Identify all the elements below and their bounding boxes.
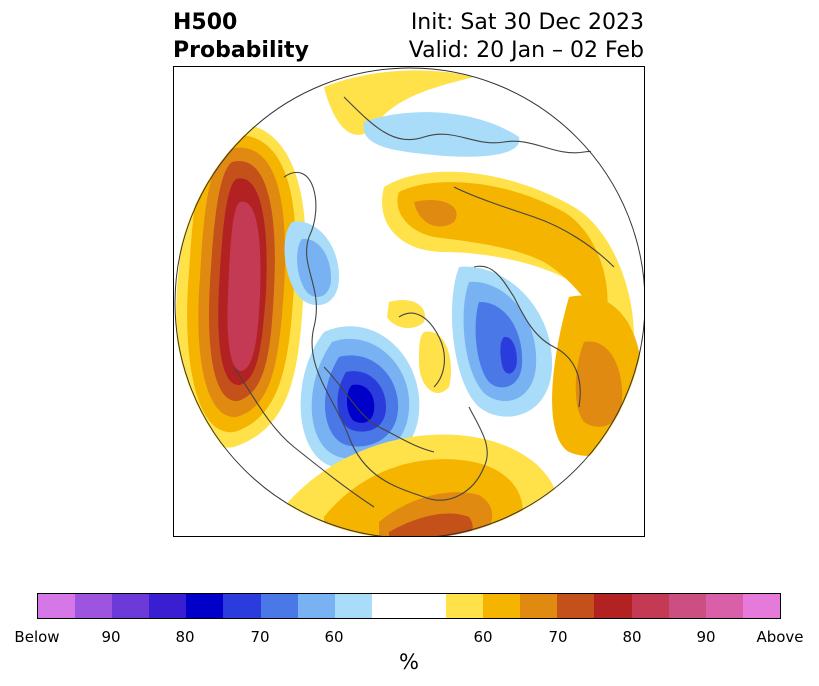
colorbar-label-above-80: 80	[622, 628, 642, 646]
colorbar-label-above-70: 70	[548, 628, 568, 646]
valid-range: Valid: 20 Jan – 02 Feb	[408, 38, 644, 63]
colorbar-label-above-60: 60	[473, 628, 493, 646]
colorbar-segment	[186, 594, 224, 618]
title-line-2: Probability	[173, 38, 309, 63]
anomaly-below-western-canada-inner	[297, 238, 332, 297]
colorbar-label-below-90: 90	[101, 628, 121, 646]
colorbar	[37, 593, 781, 619]
anomaly-above-pacific	[176, 123, 306, 448]
colorbar-segment	[75, 594, 113, 618]
colorbar-segment	[260, 594, 298, 618]
title-line-1: H500	[173, 10, 238, 35]
colorbar-segment	[705, 594, 743, 618]
colorbar-segment	[38, 594, 76, 618]
anomaly-above-greenland	[419, 331, 452, 393]
init-date: Init: Sat 30 Dec 2023	[410, 10, 644, 35]
colorbar-segment	[112, 594, 150, 618]
colorbar-segment	[557, 594, 595, 618]
colorbar-segment	[334, 594, 372, 618]
map-svg	[174, 67, 644, 536]
anomaly-above-southeast-us	[284, 434, 560, 536]
colorbar-label-above: Above	[756, 628, 804, 646]
colorbar-segment	[223, 594, 261, 618]
colorbar-segment	[446, 594, 484, 618]
probability-map	[173, 66, 645, 537]
map-title: H500 Probability	[173, 9, 309, 65]
colorbar-label-below-60: 60	[324, 628, 344, 646]
colorbar-label-below-80: 80	[175, 628, 195, 646]
colorbar-segment	[371, 594, 447, 618]
colorbar-label-below: Below	[14, 628, 60, 646]
colorbar-segment	[297, 594, 335, 618]
colorbar-segment	[594, 594, 632, 618]
date-info: Init: Sat 30 Dec 2023 Valid: 20 Jan – 02…	[409, 9, 644, 65]
anomaly-below-northern-europe	[451, 266, 553, 417]
colorbar-segment	[742, 594, 780, 618]
coastlines	[233, 96, 644, 508]
colorbar-segment	[149, 594, 187, 618]
colorbar-segment	[520, 594, 558, 618]
colorbar-segment	[668, 594, 706, 618]
colorbar-unit: %	[399, 650, 419, 674]
hemisphere-edge	[174, 67, 644, 536]
anomaly-below-canada	[300, 326, 420, 470]
colorbar-label-below-70: 70	[250, 628, 270, 646]
anomaly-above-northwest	[324, 70, 474, 135]
colorbar-label-above-90: 90	[696, 628, 716, 646]
colorbar-segment	[483, 594, 521, 618]
colorbar-segment	[631, 594, 669, 618]
anomaly-above-eurasia	[382, 171, 634, 367]
